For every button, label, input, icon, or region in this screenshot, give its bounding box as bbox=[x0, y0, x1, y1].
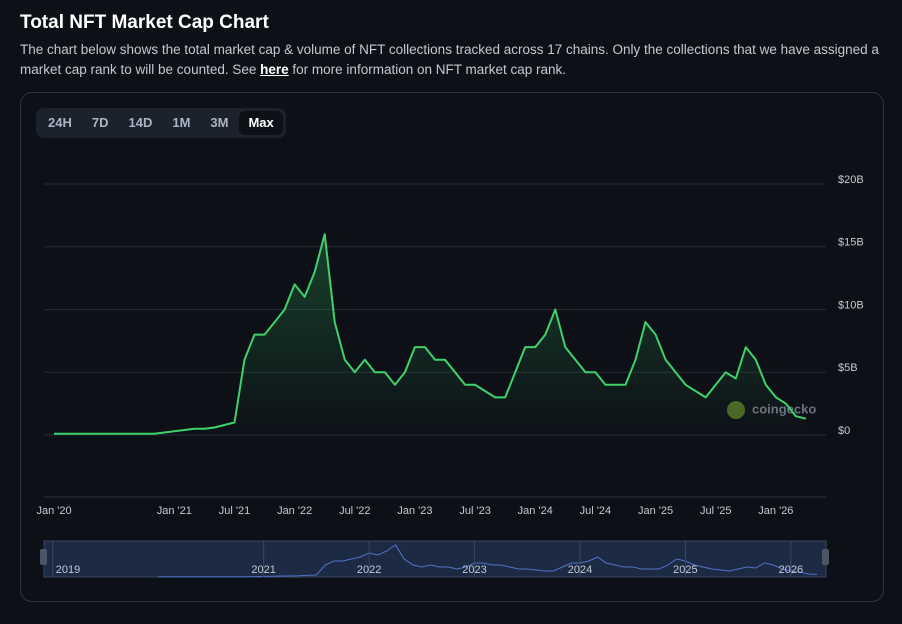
navigator-handle[interactable] bbox=[40, 549, 47, 565]
line bbox=[54, 233, 807, 435]
navigator-label: 2024 bbox=[568, 564, 592, 576]
x-tick-label: Jan '21 bbox=[157, 505, 192, 517]
chart-card bbox=[20, 92, 884, 602]
x-tick-label: Jan '26 bbox=[758, 505, 793, 517]
navigator-label: 2026 bbox=[779, 564, 803, 576]
y-tick-label: $5B bbox=[838, 362, 858, 374]
y-tick-label: $15B bbox=[838, 237, 864, 249]
x-tick-label: Jul '25 bbox=[700, 505, 731, 517]
y-tick-label: $0 bbox=[838, 425, 850, 437]
navigator-label: 2021 bbox=[251, 564, 275, 576]
x-tick-label: Jul '22 bbox=[339, 505, 370, 517]
navigator-line bbox=[158, 544, 818, 578]
range-button[interactable]: Max bbox=[239, 111, 283, 135]
area bbox=[54, 234, 806, 435]
range-button[interactable]: 7D bbox=[91, 115, 109, 130]
navigator-label: 2023 bbox=[462, 564, 486, 576]
range-button[interactable]: 14D bbox=[128, 115, 153, 130]
x-tick-label: Jan '25 bbox=[638, 505, 673, 517]
link[interactable]: here bbox=[260, 62, 289, 77]
x-tick-label: Jul '24 bbox=[580, 505, 611, 517]
range-buttons: 24H 7D 14D 1M 3M Max bbox=[36, 108, 286, 138]
y-tick-label: $20B bbox=[838, 174, 864, 186]
range-button[interactable]: 24H bbox=[48, 115, 72, 130]
navigator bbox=[43, 540, 827, 578]
range-button[interactable]: 1M bbox=[172, 115, 191, 130]
x-tick-label: Jul '23 bbox=[459, 505, 490, 517]
navigator-label: 2019 bbox=[56, 564, 80, 576]
x-tick-label: Jan '22 bbox=[277, 505, 312, 517]
navigator-label: 2022 bbox=[357, 564, 381, 576]
page-title: Total NFT Market Cap Chart bbox=[20, 12, 269, 33]
x-tick-label: Jul '21 bbox=[219, 505, 250, 517]
description-text: The chart below shows the total market c… bbox=[20, 42, 879, 77]
y-tick-label: $10B bbox=[838, 299, 864, 311]
x-tick-label: Jan '24 bbox=[518, 505, 553, 517]
x-tick-label: Jan '23 bbox=[397, 505, 432, 517]
navigator-handle[interactable] bbox=[822, 549, 829, 565]
description-text: for more information on NFT market cap r… bbox=[288, 62, 567, 77]
navigator-label: 2025 bbox=[673, 564, 697, 576]
x-tick-label: Jan '20 bbox=[36, 505, 71, 517]
range-button[interactable]: 3M bbox=[210, 115, 229, 130]
description: The chart below shows the total market c… bbox=[20, 40, 880, 80]
